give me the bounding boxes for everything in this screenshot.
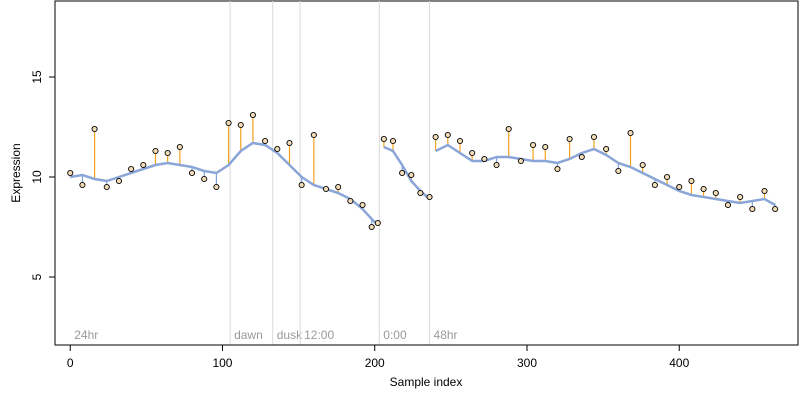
- data-point: [213, 183, 220, 191]
- data-point: [201, 175, 208, 183]
- data-point: [664, 173, 671, 181]
- data-point: [374, 219, 381, 227]
- data-point: [298, 181, 305, 189]
- data-point: [380, 135, 387, 143]
- data-point: [225, 119, 232, 127]
- data-point: [310, 131, 317, 139]
- event-label: dawn: [234, 328, 263, 342]
- x-tick-label: 100: [212, 356, 232, 370]
- data-point: [322, 185, 330, 193]
- data-point: [688, 177, 695, 185]
- event-label: 0:00: [383, 328, 407, 342]
- x-tick-label: 200: [365, 356, 385, 370]
- data-point: [347, 197, 354, 205]
- data-point: [432, 133, 439, 141]
- data-point: [389, 137, 397, 145]
- data-point: [761, 187, 768, 195]
- event-label: 24hr: [74, 328, 98, 342]
- data-point: [91, 125, 98, 133]
- event-label: 48hr: [434, 328, 458, 342]
- event-markers: 24hr dawn dusk 12:00 0:00 48hr: [74, 1, 458, 345]
- data-point: [237, 121, 244, 129]
- residual-segments: [69, 115, 776, 227]
- plot-frame: [54, 0, 799, 346]
- data-point: [368, 223, 375, 231]
- x-axis: 0 100 200 300 400: [67, 344, 690, 370]
- event-label: dusk: [277, 328, 303, 342]
- data-point: [128, 165, 135, 173]
- x-tick-label: 300: [517, 356, 537, 370]
- data-point: [176, 143, 183, 151]
- data-point: [676, 183, 683, 191]
- x-tick-label: 0: [67, 356, 74, 370]
- data-point: [152, 147, 159, 155]
- data-point: [749, 205, 756, 213]
- data-point: [249, 111, 256, 119]
- y-axis: 5 10 15: [30, 70, 56, 280]
- y-tick-label: 15: [30, 70, 44, 84]
- data-point: [417, 189, 424, 197]
- data-point: [188, 169, 196, 177]
- data-point: [426, 193, 433, 201]
- fitted-curve: [69, 141, 776, 226]
- data-point: [140, 161, 147, 169]
- data-point: [590, 133, 598, 141]
- data-point: [530, 141, 537, 149]
- data-point: [700, 185, 707, 193]
- data-point: [115, 177, 122, 185]
- data-point: [566, 135, 573, 143]
- data-point: [712, 189, 719, 197]
- data-point: [274, 145, 281, 153]
- data-point: [651, 181, 658, 189]
- data-point: [408, 171, 415, 179]
- event-label: 12:00: [304, 328, 334, 342]
- data-point: [627, 129, 634, 137]
- data-point: [603, 145, 610, 153]
- data-point: [481, 155, 488, 163]
- y-tick-label: 10: [30, 170, 44, 184]
- data-point: [505, 125, 512, 133]
- data-point: [79, 181, 86, 189]
- data-point: [542, 143, 549, 151]
- data-point: [737, 193, 744, 201]
- data-point: [639, 161, 646, 169]
- data-point: [164, 149, 171, 157]
- data-point: [469, 149, 476, 157]
- x-axis-title: Sample index: [390, 375, 463, 389]
- data-point: [517, 157, 524, 165]
- data-point: [335, 183, 342, 191]
- y-tick-label: 5: [30, 273, 44, 280]
- data-point: [359, 201, 366, 209]
- x-tick-label: 400: [669, 356, 689, 370]
- data-point: [493, 161, 500, 169]
- data-point: [456, 137, 464, 145]
- data-points: [67, 111, 779, 231]
- y-axis-title: Expression: [9, 143, 23, 202]
- data-point: [67, 169, 74, 177]
- data-point: [444, 131, 451, 139]
- data-point: [554, 165, 561, 173]
- data-point: [724, 201, 732, 209]
- data-point: [262, 137, 269, 145]
- data-point: [399, 169, 406, 177]
- data-point: [615, 167, 622, 175]
- data-point: [103, 183, 110, 191]
- data-point: [286, 139, 293, 147]
- data-point: [578, 153, 585, 161]
- data-point: [772, 205, 779, 213]
